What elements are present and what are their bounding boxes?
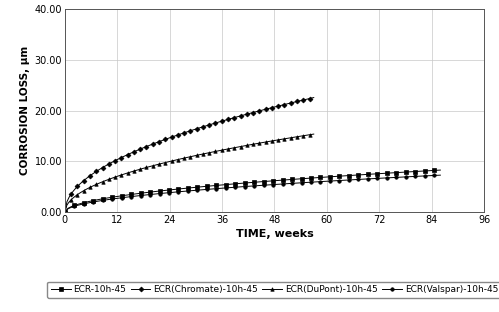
ECR(Valspar)-10h-45 xyxy=(437,173,443,177)
ECR(Chromate)-10h-45 xyxy=(200,125,206,129)
ECR(DuPont)-10h-45 xyxy=(200,152,206,156)
ECR(DuPont)-10h-45 xyxy=(114,174,120,178)
ECR(Chromate)-10h-45 xyxy=(302,98,308,101)
ECR(DuPont)-10h-45 xyxy=(258,141,264,145)
Line: ECR(DuPont)-10h-45: ECR(DuPont)-10h-45 xyxy=(63,132,315,214)
ECR(DuPont)-10h-45 xyxy=(62,210,68,214)
ECR-10h-45 xyxy=(141,191,147,195)
ECR(DuPont)-10h-45 xyxy=(234,145,240,149)
Line: ECR(Valspar)-10h-45: ECR(Valspar)-10h-45 xyxy=(63,173,442,214)
ECR-10h-45 xyxy=(437,168,443,172)
ECR-10h-45 xyxy=(321,175,327,179)
Y-axis label: CORROSION LOSS, μm: CORROSION LOSS, μm xyxy=(20,46,30,175)
ECR(Valspar)-10h-45 xyxy=(425,174,431,178)
ECR-10h-45 xyxy=(163,188,169,192)
ECR(Valspar)-10h-45 xyxy=(141,193,147,197)
X-axis label: TIME, weeks: TIME, weeks xyxy=(236,229,313,239)
ECR-10h-45 xyxy=(62,210,68,214)
ECR(Valspar)-10h-45 xyxy=(321,180,327,183)
ECR(Chromate)-10h-45 xyxy=(114,158,120,162)
ECR-10h-45 xyxy=(270,179,276,183)
ECR(Valspar)-10h-45 xyxy=(163,191,169,195)
ECR(Valspar)-10h-45 xyxy=(270,183,276,187)
Line: ECR-10h-45: ECR-10h-45 xyxy=(63,168,442,214)
ECR(Chromate)-10h-45 xyxy=(234,115,240,119)
ECR(Chromate)-10h-45 xyxy=(258,109,264,112)
Line: ECR(Chromate)-10h-45: ECR(Chromate)-10h-45 xyxy=(63,96,315,214)
ECR-10h-45 xyxy=(425,169,431,173)
ECR(Chromate)-10h-45 xyxy=(129,151,135,155)
ECR(Valspar)-10h-45 xyxy=(358,178,364,181)
ECR(DuPont)-10h-45 xyxy=(129,170,135,173)
ECR(DuPont)-10h-45 xyxy=(311,132,317,136)
ECR(Valspar)-10h-45 xyxy=(62,210,68,214)
ECR(DuPont)-10h-45 xyxy=(302,134,308,137)
ECR-10h-45 xyxy=(358,173,364,177)
Legend: ECR-10h-45, ECR(Chromate)-10h-45, ECR(DuPont)-10h-45, ECR(Valspar)-10h-45: ECR-10h-45, ECR(Chromate)-10h-45, ECR(Du… xyxy=(47,281,499,298)
ECR(Chromate)-10h-45 xyxy=(311,96,317,100)
ECR(Chromate)-10h-45 xyxy=(62,210,68,214)
